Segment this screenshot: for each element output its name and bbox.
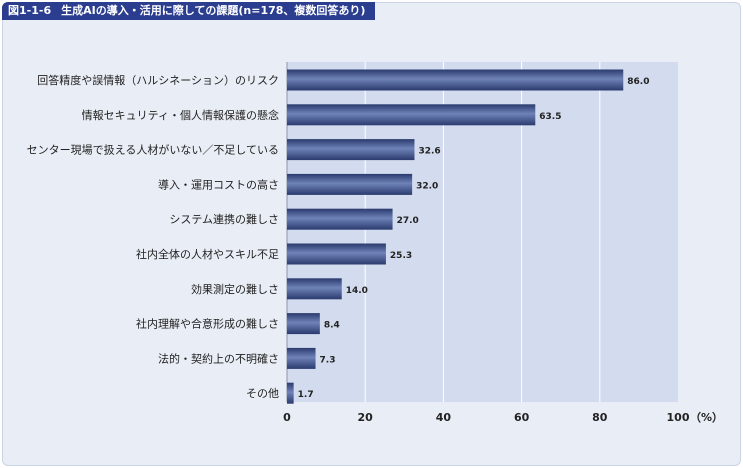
figure-number: 図1-1-6 <box>8 4 52 17</box>
category-label: システム連携の難しさ <box>169 212 279 226</box>
x-tick-label: 40 <box>436 411 452 424</box>
bar <box>287 69 624 91</box>
bar <box>287 313 320 335</box>
bar <box>287 243 386 265</box>
value-label: 7.3 <box>320 355 336 365</box>
value-label: 86.0 <box>627 77 649 87</box>
bar <box>287 104 536 126</box>
figure-title-bar: 図1-1-6 生成AIの導入・活用に際しての課題(n=178、複数回答あり) <box>2 2 376 20</box>
x-tick-label: 0 <box>283 411 291 424</box>
category-label: 社内理解や合意形成の難しさ <box>136 317 279 331</box>
value-label: 14.0 <box>346 286 368 296</box>
bar <box>287 173 413 195</box>
value-label: 32.6 <box>418 147 440 157</box>
x-unit-label: （%） <box>690 411 723 424</box>
value-label: 25.3 <box>390 251 412 261</box>
value-label: 27.0 <box>397 216 419 226</box>
category-label: 情報セキュリティ・個人情報保護の懸念 <box>82 108 279 122</box>
value-label: 32.0 <box>416 181 438 191</box>
value-label: 1.7 <box>298 390 314 400</box>
x-tick-label: 80 <box>592 411 608 424</box>
x-tick-label: 100 <box>667 411 690 424</box>
category-label: 導入・運用コストの高さ <box>158 177 279 191</box>
figure-title: 生成AIの導入・活用に際しての課題(n=178、複数回答あり) <box>61 4 366 17</box>
bar <box>287 278 342 300</box>
category-label: 回答精度や誤情報（ハルシネーション）のリスク <box>37 73 279 87</box>
category-label: 法的・契約上の不明確さ <box>158 351 279 365</box>
category-label: その他 <box>246 387 279 400</box>
bar <box>287 139 415 161</box>
bar <box>287 382 294 404</box>
x-tick-label: 20 <box>358 411 374 424</box>
category-label: センター現場で扱える人材がいない／不足している <box>27 143 279 157</box>
category-label: 効果測定の難しさ <box>191 282 279 296</box>
bar <box>287 347 316 369</box>
x-tick-label: 60 <box>514 411 530 424</box>
value-label: 63.5 <box>539 112 561 122</box>
category-label: 社内全体の人材やスキル不足 <box>136 247 279 261</box>
value-label: 8.4 <box>324 321 340 331</box>
bar <box>287 208 393 230</box>
